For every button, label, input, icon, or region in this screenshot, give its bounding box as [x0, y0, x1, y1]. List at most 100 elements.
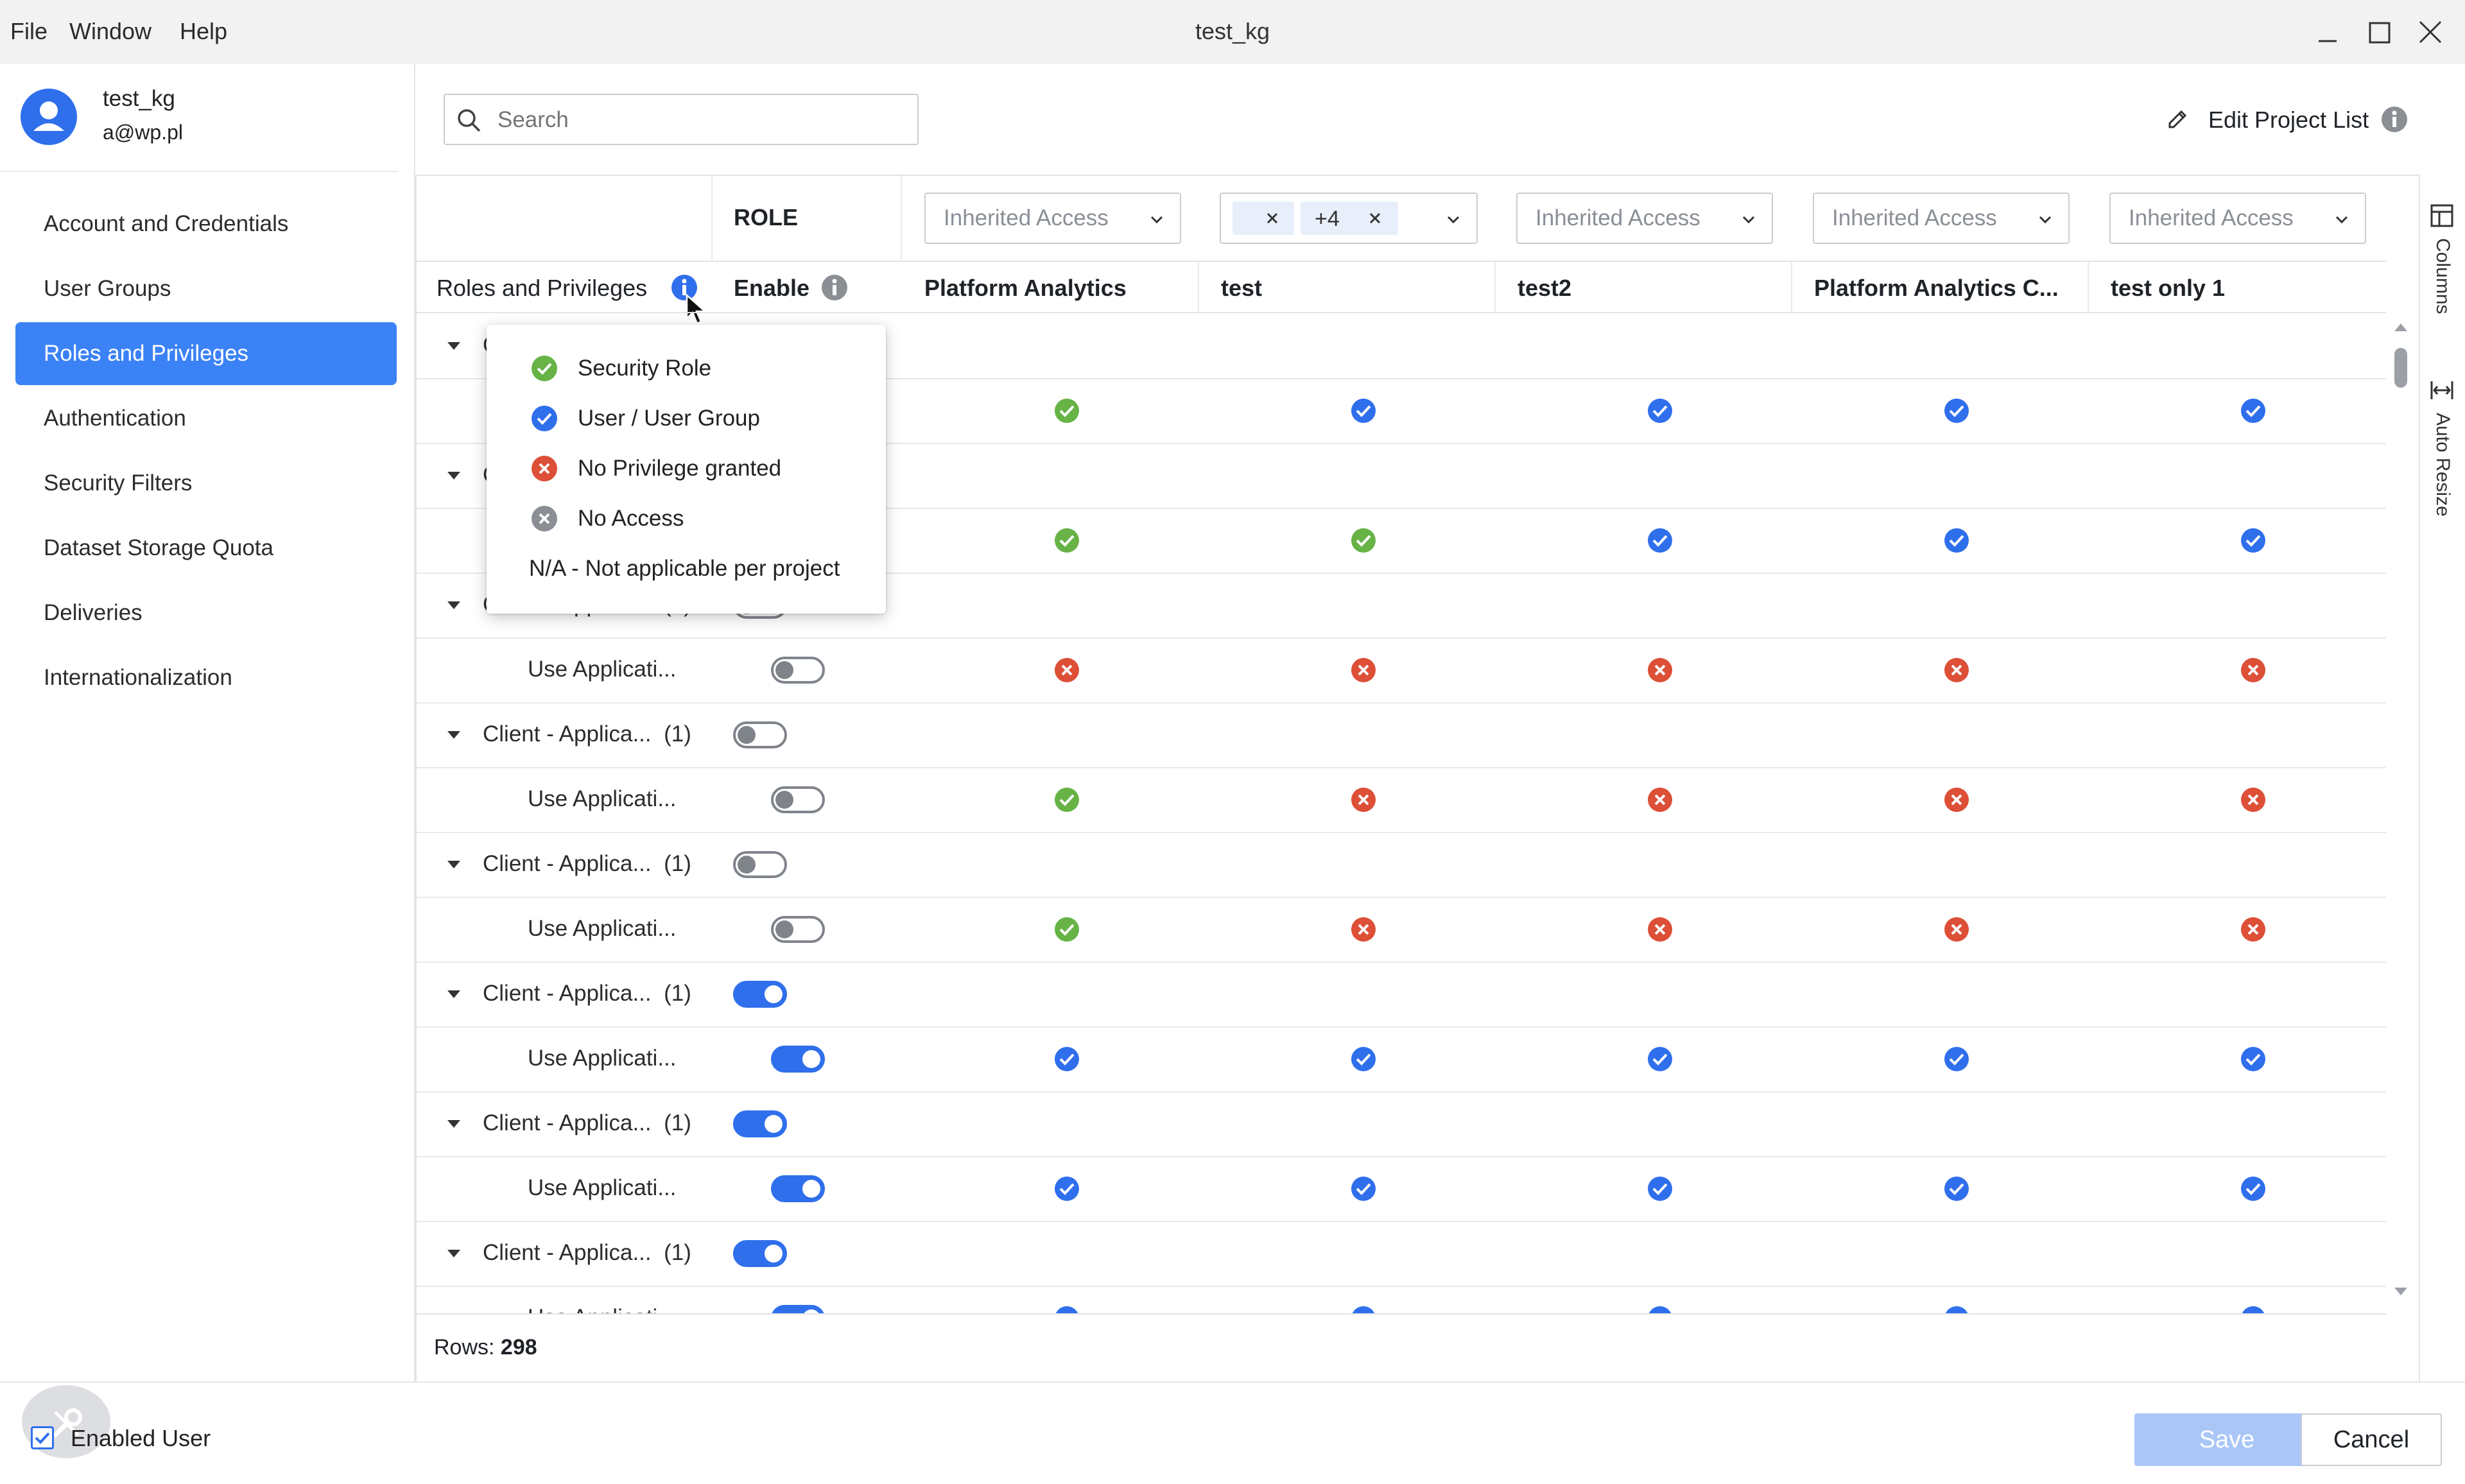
- dropdown-value: Inherited Access: [1535, 205, 1700, 230]
- maximize-button[interactable]: [2360, 14, 2398, 50]
- sidebar-item-deliveries[interactable]: Deliveries: [44, 600, 143, 625]
- col-roles-header: Roles and Privileges: [437, 275, 648, 301]
- collapse-caret-icon[interactable]: [444, 855, 463, 874]
- divider: [1198, 262, 1199, 312]
- group-enable-toggle[interactable]: [733, 851, 787, 878]
- group-enable-toggle[interactable]: [733, 721, 787, 748]
- role-header: ROLE: [734, 204, 799, 230]
- divider: [417, 1156, 2386, 1157]
- blue-check-icon: [1944, 399, 1969, 423]
- collapse-caret-icon[interactable]: [444, 596, 463, 615]
- info-icon[interactable]: [2380, 105, 2409, 134]
- cancel-button[interactable]: Cancel: [2301, 1413, 2442, 1466]
- chip[interactable]: [1232, 202, 1294, 235]
- side-rail: Columns Auto Resize: [2419, 175, 2465, 1381]
- child-enable-toggle[interactable]: [771, 786, 825, 813]
- sidebar-item-internationalization[interactable]: Internationalization: [44, 665, 232, 690]
- child-enable-toggle[interactable]: [771, 1175, 825, 1202]
- divider: [2088, 262, 2089, 312]
- divider: [417, 702, 2386, 703]
- sidebar: test_kg a@wp.pl Account and Credentials …: [0, 64, 415, 1381]
- access-dropdown-3[interactable]: Inherited Access: [1516, 193, 1773, 244]
- divider: [417, 1313, 2386, 1315]
- dropdown-value: Inherited Access: [944, 205, 1109, 230]
- blue-check-icon: [2241, 1047, 2265, 1071]
- chip-more[interactable]: +4: [1301, 202, 1398, 235]
- divider: [417, 508, 2386, 509]
- green-check-icon: [1055, 528, 1079, 553]
- collapse-caret-icon[interactable]: [444, 336, 463, 356]
- sidebar-item-dataset-quota[interactable]: Dataset Storage Quota: [44, 535, 273, 560]
- collapse-caret-icon[interactable]: [444, 466, 463, 485]
- child-enable-toggle[interactable]: [771, 1305, 825, 1313]
- enabled-user-checkbox[interactable]: [31, 1426, 54, 1449]
- group-enable-toggle[interactable]: [733, 1240, 787, 1267]
- menu-file[interactable]: File: [10, 18, 48, 44]
- divider: [417, 312, 2386, 313]
- avatar: [21, 89, 77, 145]
- blue-check-icon: [1945, 1306, 1968, 1313]
- chevron-down-icon: [1150, 216, 1163, 224]
- toggle-knob: [802, 1180, 820, 1198]
- toggle-knob: [738, 726, 756, 744]
- info-icon[interactable]: [670, 273, 698, 302]
- group-enable-toggle[interactable]: [733, 981, 787, 1008]
- sidebar-item-user-groups[interactable]: User Groups: [44, 276, 171, 301]
- group-label: Client - Applica... (1): [483, 1240, 691, 1265]
- legend-label: User / User Group: [578, 406, 760, 431]
- blue-check-icon: [1648, 399, 1672, 423]
- chevron-down-icon: [1742, 216, 1755, 224]
- access-dropdown-4[interactable]: Inherited Access: [1813, 193, 2070, 244]
- child-enable-toggle[interactable]: [771, 1046, 825, 1073]
- scrollbar[interactable]: [2387, 315, 2415, 1309]
- child-label: Use Applicati...: [528, 1305, 677, 1313]
- sidebar-item-authentication[interactable]: Authentication: [44, 406, 186, 431]
- dropdown-value: Inherited Access: [2129, 205, 2294, 230]
- divider: [417, 897, 2386, 898]
- collapse-caret-icon[interactable]: [444, 985, 463, 1004]
- child-label: Use Applicati...: [528, 657, 677, 682]
- sidebar-item-account[interactable]: Account and Credentials: [44, 211, 289, 236]
- auto-resize-button[interactable]: Auto Resize: [2429, 377, 2465, 517]
- collapse-caret-icon[interactable]: [444, 1244, 463, 1263]
- child-enable-toggle[interactable]: [771, 657, 825, 684]
- blue-check-icon: [2241, 399, 2265, 423]
- menu-window[interactable]: Window: [69, 18, 152, 44]
- collapse-caret-icon[interactable]: [444, 725, 463, 745]
- dropdown-value: Inherited Access: [1832, 205, 1997, 230]
- minimize-button[interactable]: [2308, 14, 2347, 50]
- divider: [417, 261, 2386, 262]
- search-box[interactable]: [444, 94, 919, 145]
- access-dropdown-5[interactable]: Inherited Access: [2109, 193, 2366, 244]
- search-input[interactable]: [496, 101, 910, 139]
- collapse-caret-icon[interactable]: [444, 1114, 463, 1134]
- project-header-1: Platform Analytics: [924, 275, 1127, 301]
- red-x-icon: [1648, 788, 1672, 812]
- menu-help[interactable]: Help: [180, 18, 228, 44]
- close-window-button[interactable]: [2411, 14, 2450, 50]
- check-icon: [35, 1432, 50, 1444]
- sidebar-item-security-filters[interactable]: Security Filters: [44, 470, 193, 496]
- sidebar-item-roles[interactable]: Roles and Privileges: [15, 322, 397, 385]
- enabled-user-label: Enabled User: [71, 1425, 211, 1451]
- blue-check-icon: [1351, 1177, 1376, 1201]
- save-button[interactable]: Save: [2134, 1413, 2319, 1466]
- close-icon: [1369, 212, 1381, 224]
- divider: [417, 1286, 2386, 1287]
- access-dropdown-1[interactable]: Inherited Access: [924, 193, 1181, 244]
- child-enable-toggle[interactable]: [771, 916, 825, 943]
- resize-icon: [2430, 381, 2453, 399]
- toggle-knob: [738, 856, 756, 874]
- red-x-icon: [1351, 658, 1376, 682]
- columns-icon: [2430, 204, 2453, 227]
- minimize-icon: [2319, 40, 2337, 42]
- access-multiselect[interactable]: +4: [1220, 193, 1478, 244]
- child-label: Use Applicati...: [528, 1175, 677, 1200]
- red-x-icon: [1351, 917, 1376, 942]
- scroll-thumb[interactable]: [2394, 348, 2407, 388]
- project-header-2: test: [1221, 275, 1263, 301]
- gray-x-icon: [532, 506, 557, 531]
- group-enable-toggle[interactable]: [733, 1110, 787, 1137]
- columns-button[interactable]: Columns: [2429, 203, 2455, 314]
- info-icon[interactable]: [820, 273, 849, 302]
